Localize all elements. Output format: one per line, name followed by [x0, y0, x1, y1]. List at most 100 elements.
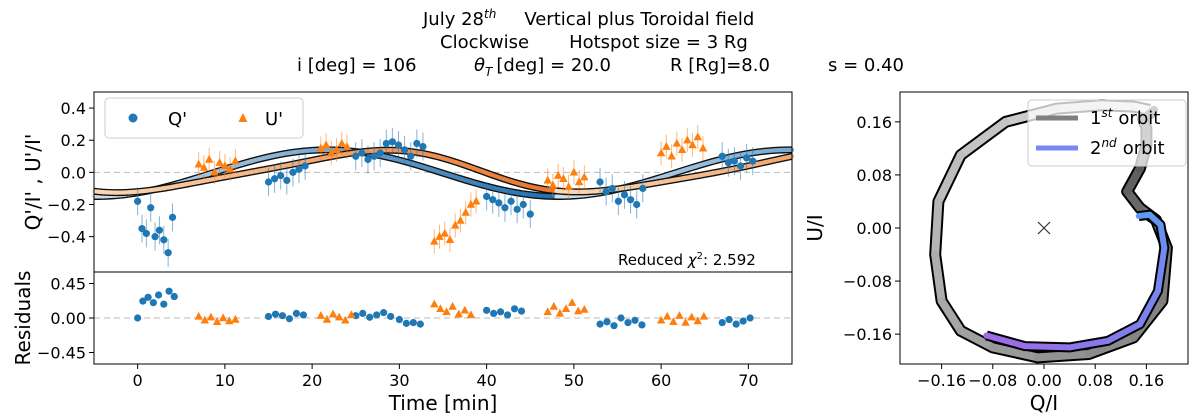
q-data-point	[264, 178, 273, 186]
q-data-point	[168, 213, 177, 221]
legend-orbit1-sup: st	[1101, 106, 1113, 120]
u-data-point	[220, 161, 230, 170]
u-data-point	[215, 158, 224, 166]
title-direction: Clockwise	[440, 32, 529, 53]
q-residual-point	[416, 320, 424, 328]
qu-loop-xlabel: Q/I	[1030, 391, 1058, 415]
u-data-point	[204, 154, 214, 163]
q-residual-point	[503, 311, 512, 319]
q-residual-point	[139, 297, 147, 305]
figure-title: July 28th Vertical plus Toroidal field Cl…	[297, 7, 904, 79]
u-residual-point	[454, 309, 463, 318]
q-data-point	[151, 233, 159, 241]
q-residual-point	[134, 314, 142, 322]
q-residual-point	[409, 319, 417, 327]
polarization-ylabel: Q'/I' , U'/I'	[21, 134, 45, 231]
q-data-point	[164, 249, 172, 257]
u-residual-point	[663, 311, 672, 320]
q-residual-point	[373, 311, 381, 319]
u-residual-point	[341, 315, 350, 324]
q-data-point	[407, 152, 415, 160]
q-data-point	[639, 184, 647, 193]
q-residual-point	[517, 307, 526, 315]
u-data-point	[698, 143, 708, 152]
q-residual-point	[395, 315, 403, 324]
u-residual-point	[555, 308, 565, 317]
u-data-point	[440, 228, 449, 237]
q-residual-point	[299, 311, 307, 319]
polarization-ytick-label: 0.2	[61, 131, 86, 150]
u-residual-point	[675, 311, 684, 319]
u-residual-point	[549, 301, 559, 310]
legend-u-marker	[238, 113, 248, 122]
residuals-xtick-label: 60	[651, 371, 671, 390]
u-residual-point	[316, 311, 326, 319]
param-spin: s = 0.40	[828, 55, 904, 76]
orbit1-path-segment	[956, 326, 997, 352]
u-data-point	[199, 162, 209, 171]
chi2-sup: 2	[697, 251, 703, 262]
orbit1-path-segment	[988, 343, 1042, 362]
q-residual-point	[496, 308, 505, 316]
qu-loop-xtick-label: −0.08	[968, 371, 1017, 390]
q-data-point	[382, 139, 390, 148]
q-data-point	[743, 154, 751, 162]
q-data-point	[519, 200, 527, 209]
q-residual-point	[387, 312, 395, 321]
u-data-point	[688, 140, 697, 149]
legend-orbit2-label: 2nd orbit	[1090, 136, 1165, 159]
chi2-value: : 2.592	[703, 251, 756, 269]
u-data-point	[548, 180, 558, 189]
u-data-point	[225, 164, 235, 173]
u-data-point	[569, 167, 579, 176]
legend-q-marker	[128, 113, 138, 123]
residuals-xtick-label: 0	[133, 371, 143, 390]
q-data-point	[134, 197, 142, 205]
q-data-point	[419, 143, 427, 151]
u-residual-point	[212, 317, 222, 326]
legend-orbit2-text: orbit	[1123, 138, 1165, 159]
u-residual-point	[436, 304, 445, 312]
orbit-legend: 1st orbit 2nd orbit	[1027, 99, 1187, 167]
qu-loop-ytick-label: 0.00	[856, 219, 892, 238]
param-theta-sub: T	[485, 65, 494, 79]
q-data-point	[730, 157, 739, 165]
q-data-point	[736, 162, 745, 170]
u-data-point	[461, 207, 470, 216]
reduced-chi2-annotation: Reduced χ2: 2.592	[618, 251, 756, 269]
q-residual-point	[510, 305, 519, 313]
q-residual-point	[278, 312, 287, 320]
q-residual-point	[380, 309, 388, 317]
q-data-point	[633, 200, 641, 209]
u-residual-point	[334, 312, 344, 321]
residuals-xtick-label: 50	[564, 371, 584, 390]
q-data-point	[394, 141, 403, 149]
q-residual-point	[610, 322, 618, 330]
u-data-point	[683, 135, 692, 144]
legend-u-label: U'	[265, 109, 283, 130]
u-data-point	[677, 145, 687, 154]
qu-loop-ytick-label: 0.16	[856, 113, 892, 132]
u-residual-point	[442, 307, 451, 316]
orbit2-path-segment	[1135, 211, 1153, 220]
qu-loop-xtick-label: 0.08	[1077, 371, 1113, 390]
q-residual-point	[144, 293, 152, 301]
q-data-point	[483, 192, 491, 201]
u-data-point	[580, 172, 589, 181]
param-theta: θT [deg] = 20.0	[474, 55, 611, 79]
q-data-point	[271, 175, 279, 183]
u-data-point	[342, 142, 352, 150]
u-residual-point	[681, 318, 690, 326]
q-residual-point	[631, 316, 639, 324]
param-theta-symbol: θ	[474, 55, 485, 76]
residuals-xtick-label: 30	[389, 371, 409, 390]
q-data-point	[388, 138, 396, 146]
q-residual-point	[149, 299, 157, 307]
q-data-point	[289, 168, 297, 176]
residuals-xtick-label: 10	[215, 371, 235, 390]
qu-loop-ytick-label: −0.16	[843, 325, 892, 344]
u-data-point	[466, 199, 476, 208]
u-data-point	[210, 167, 219, 176]
q-data-point	[370, 152, 378, 160]
